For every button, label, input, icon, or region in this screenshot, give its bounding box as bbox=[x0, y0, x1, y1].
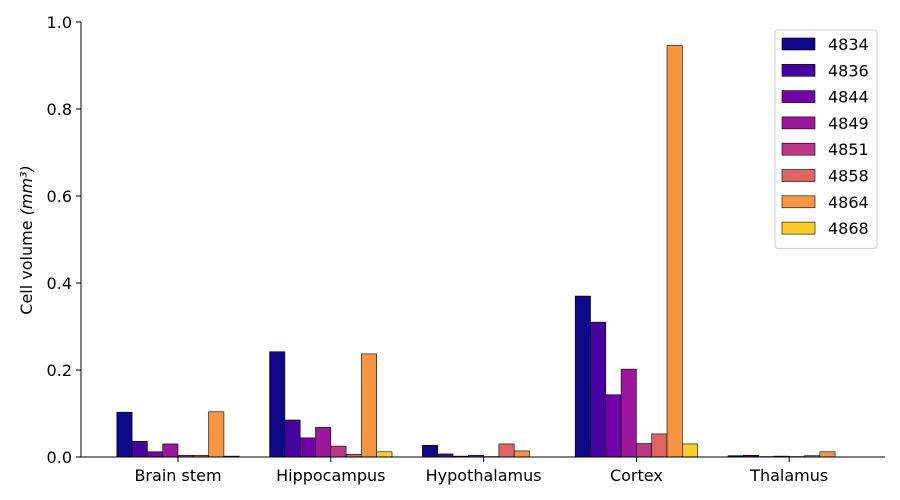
bar-4858-hypothalamus bbox=[498, 443, 515, 458]
x-tick-label: Thalamus bbox=[749, 466, 828, 485]
bar-4844-hippocampus bbox=[299, 437, 316, 458]
x-tick-label: Hippocampus bbox=[276, 466, 385, 485]
y-tick-label: 0.2 bbox=[47, 361, 72, 380]
legend-swatch-4868 bbox=[781, 221, 816, 235]
legend-swatch-4844 bbox=[781, 90, 816, 103]
bar-4858-cortex bbox=[651, 433, 668, 458]
bar-4834-hippocampus bbox=[269, 351, 286, 458]
bar-4864-thalamus bbox=[819, 451, 836, 458]
y-tick-label: 0.8 bbox=[47, 100, 72, 119]
legend-label-4864: 4864 bbox=[828, 193, 869, 212]
x-tick-label: Hypothalamus bbox=[426, 466, 542, 485]
x-ticks-group: Brain stem Hippocampus Hypothalamus Cortex T… bbox=[134, 457, 828, 485]
legend-box bbox=[774, 29, 878, 249]
y-axis-label-unit: (mm³) bbox=[17, 165, 36, 215]
legend: 4834 4836 4844 4849 4851 4858 4864 4868 bbox=[774, 29, 878, 249]
axes-group bbox=[80, 22, 885, 458]
y-axis-label: Cell volume (mm³) bbox=[17, 165, 36, 314]
bars-group bbox=[116, 45, 836, 458]
legend-swatch-4849 bbox=[781, 116, 816, 130]
bar-4864-brain-stem bbox=[208, 411, 225, 458]
legend-swatch-4851 bbox=[781, 142, 816, 156]
legend-swatch-4834 bbox=[781, 37, 816, 51]
legend-swatch-4864 bbox=[781, 195, 816, 209]
y-axis-label-text: Cell volume bbox=[17, 220, 36, 314]
bar-4834-brain-stem bbox=[116, 411, 133, 458]
legend-label-4836: 4836 bbox=[828, 61, 869, 80]
legend-label-4844: 4844 bbox=[828, 88, 869, 107]
bar-4868-hippocampus bbox=[376, 451, 393, 458]
legend-swatch-4858 bbox=[781, 169, 816, 182]
y-tick-label: 0.0 bbox=[47, 448, 72, 467]
x-tick-label: Brain stem bbox=[134, 466, 221, 485]
bar-4834-cortex bbox=[574, 295, 591, 458]
bar-4844-cortex bbox=[605, 394, 622, 458]
legend-label-4849: 4849 bbox=[828, 114, 869, 133]
bar-4836-brain-stem bbox=[131, 441, 148, 458]
bar-4849-hippocampus bbox=[315, 427, 332, 458]
y-tick-label: 0.4 bbox=[47, 274, 72, 293]
y-tick-label: 0.6 bbox=[47, 187, 72, 206]
bar-4864-cortex bbox=[666, 45, 683, 458]
bar-4849-brain-stem bbox=[162, 443, 179, 458]
bar-4836-hippocampus bbox=[284, 419, 301, 458]
bar-4851-cortex bbox=[636, 443, 653, 458]
legend-swatch-4836 bbox=[781, 64, 816, 77]
bar-4834-hypothalamus bbox=[422, 444, 438, 458]
bar-4864-hippocampus bbox=[361, 353, 377, 458]
legend-label-4868: 4868 bbox=[828, 219, 869, 238]
legend-label-4858: 4858 bbox=[828, 167, 869, 186]
legend-label-4834: 4834 bbox=[828, 35, 869, 54]
y-tick-label: 1.0 bbox=[47, 13, 72, 32]
y-ticks-group: 0.0 0.2 0.4 0.6 0.8 1.0 bbox=[47, 13, 81, 467]
legend-label-4851: 4851 bbox=[828, 140, 869, 159]
bar-4868-cortex bbox=[681, 443, 698, 458]
x-tick-label: Cortex bbox=[610, 466, 663, 485]
bar-4851-hippocampus bbox=[330, 445, 347, 458]
bar-4836-cortex bbox=[590, 321, 607, 458]
bar-4844-brain-stem bbox=[147, 451, 163, 458]
bar-4849-cortex bbox=[620, 368, 637, 458]
bar-4864-hypothalamus bbox=[513, 450, 530, 458]
